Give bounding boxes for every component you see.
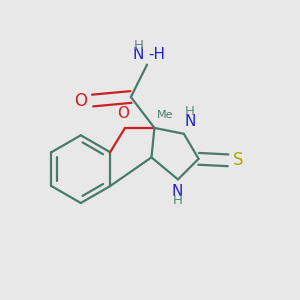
Text: O: O bbox=[118, 106, 130, 122]
Text: O: O bbox=[74, 92, 87, 110]
Text: Me: Me bbox=[157, 110, 173, 120]
Text: N: N bbox=[133, 47, 144, 62]
Text: N: N bbox=[184, 113, 196, 128]
Text: H: H bbox=[134, 39, 144, 52]
Text: N: N bbox=[172, 184, 183, 199]
Text: S: S bbox=[232, 151, 243, 169]
Text: H: H bbox=[184, 106, 194, 118]
Text: -H: -H bbox=[148, 47, 166, 62]
Text: H: H bbox=[172, 194, 182, 207]
